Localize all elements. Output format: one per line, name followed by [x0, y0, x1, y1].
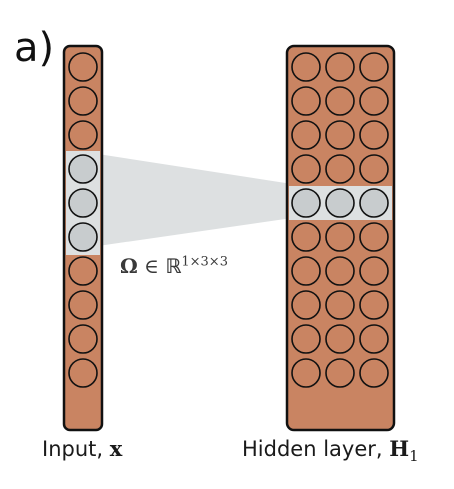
- hidden-neuron: [359, 52, 389, 82]
- input-neuron-highlighted: [68, 188, 98, 218]
- hidden-neuron: [325, 222, 355, 252]
- hidden-neuron: [325, 256, 355, 286]
- hidden-caption: Hidden layer, H1: [242, 436, 419, 465]
- hidden-neuron: [359, 358, 389, 388]
- hidden-caption-subscript: 1: [409, 447, 419, 466]
- hidden-neuron: [359, 290, 389, 320]
- input-neuron: [68, 120, 98, 150]
- input-neuron: [68, 256, 98, 286]
- hidden-neurons: [289, 52, 392, 388]
- input-neuron: [68, 358, 98, 388]
- input-neuron: [68, 290, 98, 320]
- input-neuron-highlighted: [68, 154, 98, 184]
- hidden-neuron-highlighted: [291, 188, 321, 218]
- hidden-neuron: [291, 256, 321, 286]
- hidden-neuron: [291, 358, 321, 388]
- input-neuron: [68, 52, 98, 82]
- panel-label: a): [14, 25, 55, 71]
- kernel-label: Ω ∈ ℝ1×3×3: [120, 254, 228, 278]
- kernel-relation: ∈: [137, 254, 166, 278]
- hidden-neuron: [325, 52, 355, 82]
- hidden-neuron: [325, 86, 355, 116]
- hidden-neuron: [325, 358, 355, 388]
- hidden-neuron: [325, 120, 355, 150]
- input-neuron: [68, 324, 98, 354]
- kernel-symbol: Ω: [120, 254, 138, 278]
- input-neurons: [66, 52, 100, 388]
- hidden-neuron-highlighted: [359, 188, 389, 218]
- hidden-neuron: [291, 52, 321, 82]
- hidden-neuron: [291, 324, 321, 354]
- hidden-neuron-highlighted: [325, 188, 355, 218]
- input-caption-symbol: x: [109, 436, 123, 461]
- input-neuron-highlighted: [68, 222, 98, 252]
- input-neuron: [68, 86, 98, 116]
- hidden-caption-text: Hidden layer,: [242, 437, 390, 461]
- hidden-neuron: [325, 154, 355, 184]
- input-caption: Input, x: [42, 436, 122, 461]
- hidden-neuron: [291, 222, 321, 252]
- hidden-neuron: [359, 154, 389, 184]
- hidden-neuron: [359, 222, 389, 252]
- hidden-neuron: [291, 154, 321, 184]
- hidden-caption-symbol: H: [389, 436, 410, 461]
- hidden-neuron: [359, 256, 389, 286]
- hidden-neuron: [359, 120, 389, 150]
- kernel-dims: 1×3×3: [181, 254, 228, 270]
- kernel-projection-wedge: [98, 154, 292, 246]
- hidden-neuron: [291, 120, 321, 150]
- hidden-neuron: [359, 324, 389, 354]
- input-caption-text: Input,: [42, 437, 110, 461]
- kernel-space: ℝ: [165, 254, 182, 278]
- hidden-neuron: [325, 324, 355, 354]
- hidden-neuron: [291, 290, 321, 320]
- hidden-neuron: [291, 86, 321, 116]
- hidden-neuron: [359, 86, 389, 116]
- hidden-neuron: [325, 290, 355, 320]
